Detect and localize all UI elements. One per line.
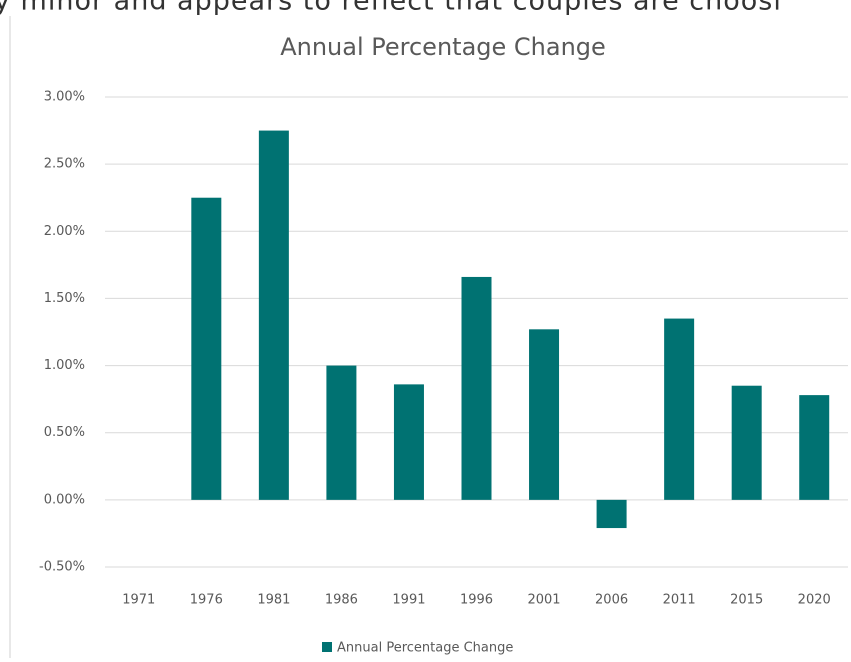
x-tick-label: 1996 (460, 593, 493, 608)
x-tick-label: 2011 (663, 593, 696, 608)
bar (393, 384, 424, 500)
y-tick-label: 2.50% (44, 157, 85, 172)
legend-label: Annual Percentage Change (337, 641, 513, 656)
x-tick-label: 1991 (392, 593, 425, 608)
y-tick-label: 0.00% (44, 492, 85, 507)
bar (664, 318, 695, 500)
chart-title: Annual Percentage Change (280, 33, 606, 61)
bar (461, 276, 492, 500)
x-tick-label: 1971 (122, 593, 155, 608)
x-tick-label: 1976 (190, 593, 223, 608)
y-tick-label: 1.00% (44, 358, 85, 373)
legend-swatch (322, 642, 332, 652)
y-tick-label: 1.50% (44, 291, 85, 306)
bar (191, 197, 222, 500)
bar (529, 329, 560, 500)
bar (799, 395, 830, 500)
bar (596, 499, 627, 529)
x-tick-label: 2015 (730, 593, 763, 608)
x-tick-label: 2001 (527, 593, 560, 608)
bar (326, 365, 357, 500)
y-tick-label: 0.50% (44, 425, 85, 440)
y-tick-label: 3.00% (44, 90, 85, 105)
x-tick-label: 2020 (798, 593, 831, 608)
bar (731, 385, 762, 500)
bar (258, 130, 289, 500)
x-tick-label: 1981 (257, 593, 290, 608)
x-tick-label: 1986 (325, 593, 358, 608)
y-tick-label: -0.50% (39, 560, 85, 575)
x-tick-label: 2006 (595, 593, 628, 608)
y-tick-label: 2.00% (44, 224, 85, 239)
page-text: y minor and appears to reflect that coup… (0, 0, 782, 17)
